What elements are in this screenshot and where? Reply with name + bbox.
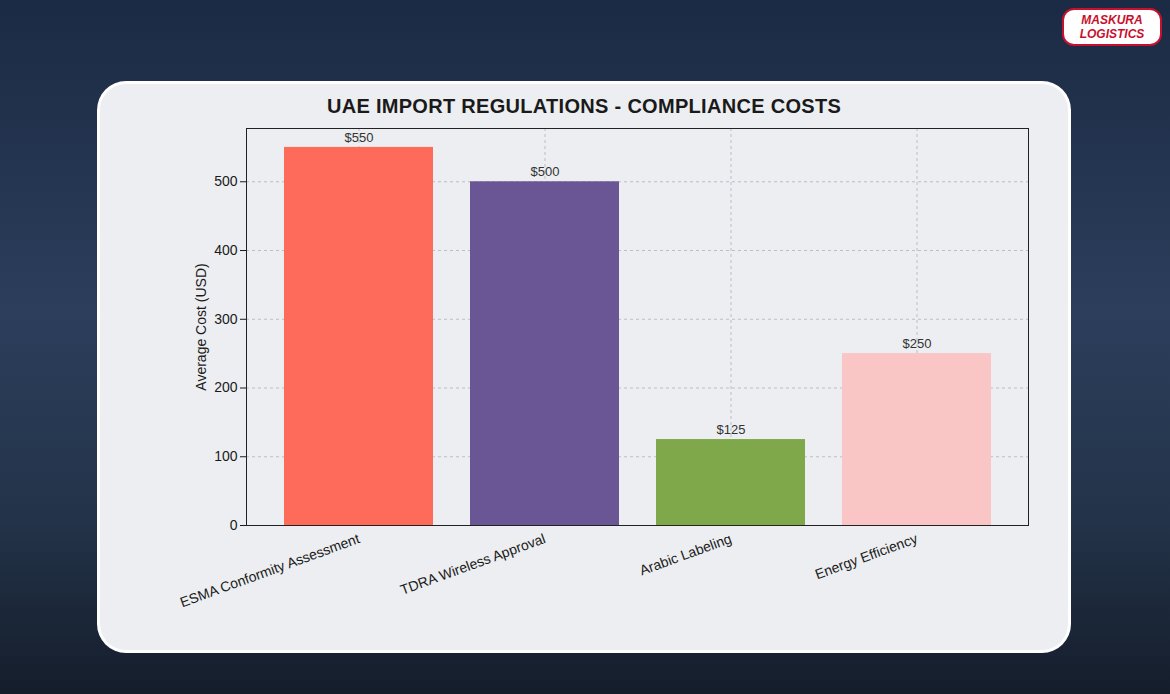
- svg-text:$250: $250: [903, 336, 932, 351]
- svg-text:100: 100: [214, 448, 238, 464]
- html-text:MASKURA LOGISTICS: MASKURA LOGISTICS: [1079, 13, 1145, 41]
- html-text:UAE IMPORT REGULATIONS - COMPL: UAE IMPORT REGULATIONS - COMPLIANCE COST…: [326, 95, 842, 117]
- svg-text:ESMA Conformity Assessment: ESMA Conformity Assessment: [178, 530, 362, 610]
- svg-text:Arabic Labeling: Arabic Labeling: [637, 530, 733, 578]
- svg-text:500: 500: [214, 173, 238, 189]
- svg-text:200: 200: [214, 379, 238, 395]
- svg-text:TDRA Wireless Approval: TDRA Wireless Approval: [398, 530, 548, 597]
- svg-text:300: 300: [214, 311, 238, 327]
- svg-text:$550: $550: [345, 130, 374, 145]
- svg-text:0: 0: [230, 517, 238, 533]
- svg-text:Energy Efficiency: Energy Efficiency: [813, 530, 920, 582]
- svg-text:$125: $125: [717, 422, 746, 437]
- svg-text:400: 400: [214, 242, 238, 258]
- svg-text:Average Cost (USD): Average Cost (USD): [193, 263, 209, 390]
- svg-text:$500: $500: [531, 164, 560, 179]
